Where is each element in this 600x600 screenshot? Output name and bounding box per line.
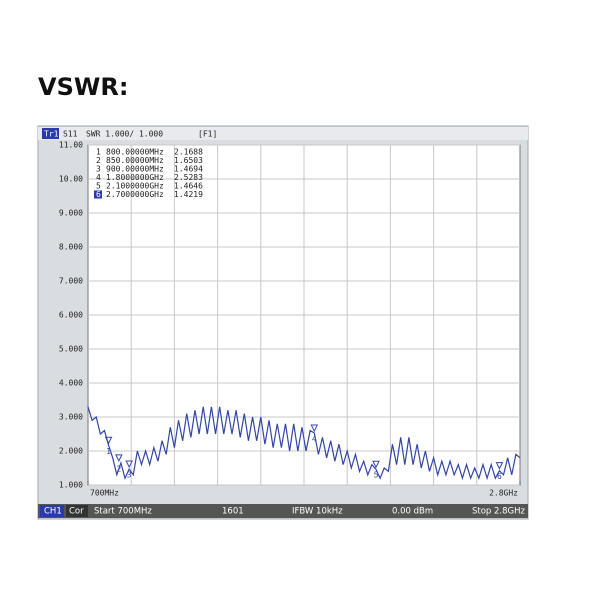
marker (115, 454, 123, 463)
marker-freq: 2.7000000GHz (106, 190, 164, 199)
marker (310, 424, 319, 433)
trace-label: Tr1 (44, 130, 59, 139)
y-tick-label: 6.000 (59, 311, 83, 320)
x-tick-label: 2.8GHz (489, 489, 518, 498)
plot: 1.000 2.000 3.000 4.000 5.000 6.000 7.000 8.000… (59, 141, 521, 498)
footer-bar (38, 504, 528, 518)
marker-value: 2.5283 (174, 173, 203, 182)
format-label: SWR 1.000/ 1.000 (86, 130, 163, 139)
channel-badge (40, 505, 64, 517)
marker-tag: 2 (116, 464, 121, 473)
points-label: 1601 (222, 507, 244, 517)
marker (495, 462, 504, 470)
marker-tag: 4 (312, 435, 317, 444)
marker-value: 1.4646 (174, 182, 203, 191)
trace-badge (42, 128, 59, 139)
stop-label: Stop 2.8GHz (472, 507, 526, 517)
y-tick-label: 2.000 (59, 447, 83, 456)
marker-value: 1.6503 (174, 156, 203, 165)
channel-label: CH1 (44, 507, 62, 517)
marker-value: 2.1688 (174, 148, 203, 157)
active-marker-badge (94, 190, 102, 199)
marker (104, 436, 113, 445)
y-tick-label: 7.000 (59, 277, 83, 286)
marker-tag: 5 (374, 471, 379, 480)
y-tick-label: 3.000 (59, 413, 83, 422)
x-tick-label: 700MHz (90, 489, 119, 498)
y-tick-label: 8.000 (59, 243, 83, 252)
power-label: 0.00 dBm (392, 507, 433, 517)
marker-freq: 800.00000MHz (106, 148, 164, 157)
marker-tag: 1 (106, 447, 111, 456)
trace (87, 406, 521, 481)
param-label: S11 (63, 130, 78, 139)
marker-value: 1.4219 (174, 190, 203, 199)
y-tick-label: 4.000 (59, 379, 83, 388)
marker-freq: 900.00000MHz (106, 165, 164, 174)
marker-number: 3 (96, 165, 101, 174)
y-tick-label: 9.000 (59, 209, 83, 218)
marker-number: 5 (96, 182, 101, 191)
marker-tag: 3 (127, 471, 132, 480)
cor-badge (66, 505, 88, 517)
marker-number: 4 (96, 173, 101, 182)
marker-value: 1.4694 (174, 165, 203, 174)
header-bar (38, 127, 528, 140)
marker-freq: 2.1000000GHz (106, 182, 164, 191)
ifbw-label: IFBW 10kHz (292, 507, 343, 517)
marker-number: 1 (96, 148, 101, 157)
y-tick-label: 1.000 (59, 481, 83, 490)
tag-label: [F1] (198, 130, 217, 139)
y-tick-label: 10.00 (59, 175, 83, 184)
marker-number: 6 (96, 190, 101, 199)
marker-freq: 850.00000MHz (106, 156, 164, 165)
marker (125, 460, 133, 469)
y-tick-label: 5.000 (59, 345, 83, 354)
y-tick-label: 11.00 (59, 141, 83, 150)
marker-tag: 6 (497, 472, 502, 481)
marker-freq: 1.8000000GHz (106, 173, 164, 182)
marker (372, 460, 380, 469)
cor-label: Cor (69, 507, 84, 517)
marker-number: 2 (96, 156, 101, 165)
heading: VSWR: (38, 73, 128, 101)
start-label: Start 700MHz (94, 507, 152, 517)
